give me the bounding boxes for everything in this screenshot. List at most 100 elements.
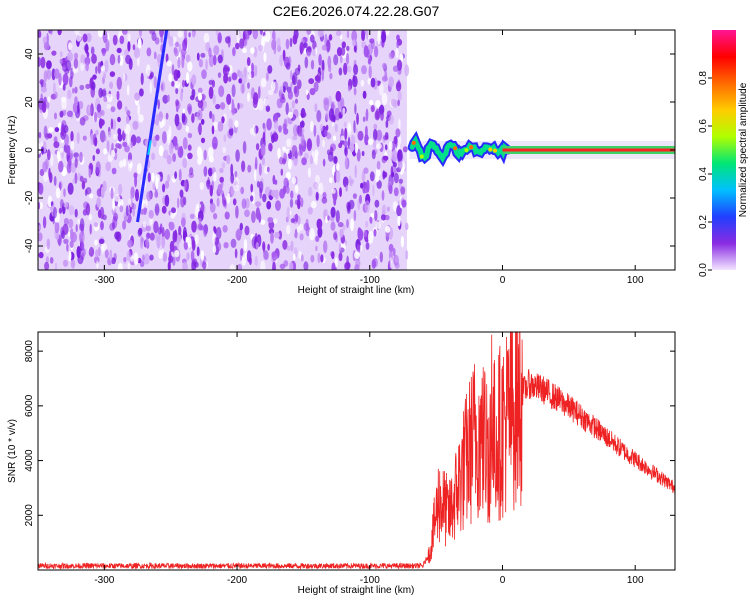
noise-blob — [41, 81, 44, 88]
noise-blob — [61, 97, 67, 102]
noise-blob — [43, 216, 46, 228]
noise-blob — [392, 150, 398, 162]
noise-blob — [381, 31, 386, 43]
noise-blob — [333, 136, 336, 141]
noise-blob — [331, 207, 336, 218]
noise-blob — [371, 38, 375, 49]
noise-blob — [251, 211, 256, 223]
noise-blob — [174, 230, 177, 242]
noise-blob — [101, 110, 105, 116]
noise-blob — [291, 218, 295, 223]
noise-blob — [48, 127, 54, 132]
noise-blob — [300, 233, 304, 240]
noise-blob — [282, 240, 287, 250]
noise-blob — [267, 167, 270, 173]
noise-blob — [118, 55, 121, 64]
noise-blob — [372, 150, 376, 159]
noise-blob — [358, 131, 364, 141]
noise-blob — [228, 37, 231, 47]
noise-blob — [208, 147, 213, 159]
noise-blob — [284, 178, 289, 188]
carrier-hotspot — [464, 148, 468, 152]
carrier-hotspot — [420, 155, 424, 159]
noise-blob — [146, 64, 151, 76]
noise-blob — [262, 241, 265, 251]
noise-blob — [249, 257, 252, 265]
noise-blob — [141, 237, 144, 242]
noise-blob — [135, 189, 139, 202]
noise-blob — [375, 109, 380, 120]
noise-blob — [339, 252, 343, 261]
noise-blob — [310, 255, 314, 263]
noise-blob — [112, 222, 115, 230]
noise-blob — [70, 150, 73, 160]
noise-blob — [267, 244, 270, 251]
noise-blob — [278, 125, 282, 132]
noise-blob — [114, 232, 120, 240]
noise-blob — [223, 73, 228, 83]
noise-blob — [401, 236, 404, 248]
noise-blob — [317, 253, 320, 263]
noise-blob — [389, 141, 393, 151]
noise-blob — [322, 139, 325, 147]
noise-blob — [288, 90, 293, 99]
carrier-hotspot — [493, 149, 497, 153]
noise-blob — [316, 110, 321, 122]
noise-blob — [109, 82, 113, 89]
noise-blob — [154, 76, 157, 88]
noise-blob — [219, 177, 224, 183]
noise-blob — [365, 200, 370, 213]
noise-blob — [79, 152, 83, 163]
noise-blob — [385, 144, 388, 150]
noise-blob — [129, 198, 132, 205]
noise-blob — [150, 233, 155, 241]
noise-blob — [188, 32, 190, 37]
noise-blob — [374, 46, 378, 58]
noise-blob — [268, 143, 273, 151]
noise-blob — [117, 100, 122, 109]
noise-blob — [313, 156, 316, 162]
noise-blob — [228, 118, 233, 129]
noise-blob — [188, 133, 192, 138]
noise-blob — [192, 240, 196, 251]
noise-blob — [281, 93, 284, 99]
noise-blob — [363, 116, 366, 122]
noise-blob — [343, 63, 347, 75]
noise-blob — [308, 167, 311, 177]
noise-blob — [336, 31, 342, 37]
noise-blob — [175, 81, 181, 88]
noise-blob — [395, 128, 400, 137]
noise-blob — [283, 123, 287, 130]
noise-blob — [260, 219, 265, 224]
noise-blob — [204, 33, 210, 43]
noise-blob — [309, 228, 315, 240]
noise-blob — [346, 53, 349, 65]
noise-blob — [320, 124, 324, 131]
noise-blob — [290, 38, 293, 47]
noise-blob — [58, 73, 61, 86]
noise-blob — [313, 182, 319, 189]
noise-blob — [386, 120, 389, 128]
noise-blob — [96, 261, 99, 269]
noise-blob — [184, 30, 187, 39]
noise-blob — [256, 242, 259, 249]
noise-blob — [117, 117, 121, 122]
noise-blob — [402, 200, 407, 208]
noise-blob — [85, 62, 89, 71]
noise-blob — [96, 161, 101, 174]
noise-blob — [253, 27, 259, 40]
noise-blob — [44, 70, 48, 81]
noise-blob — [277, 37, 281, 49]
noise-blob — [300, 42, 304, 54]
noise-blob — [47, 149, 51, 160]
noise-blob — [274, 180, 277, 185]
noise-blob — [345, 157, 348, 170]
noise-blob — [339, 229, 343, 238]
noise-blob — [51, 51, 56, 56]
noise-blob — [174, 143, 178, 151]
noise-blob — [327, 215, 330, 220]
noise-blob — [333, 232, 337, 240]
noise-blob — [365, 126, 368, 137]
noise-blob — [391, 172, 394, 178]
noise-blob — [183, 137, 188, 149]
